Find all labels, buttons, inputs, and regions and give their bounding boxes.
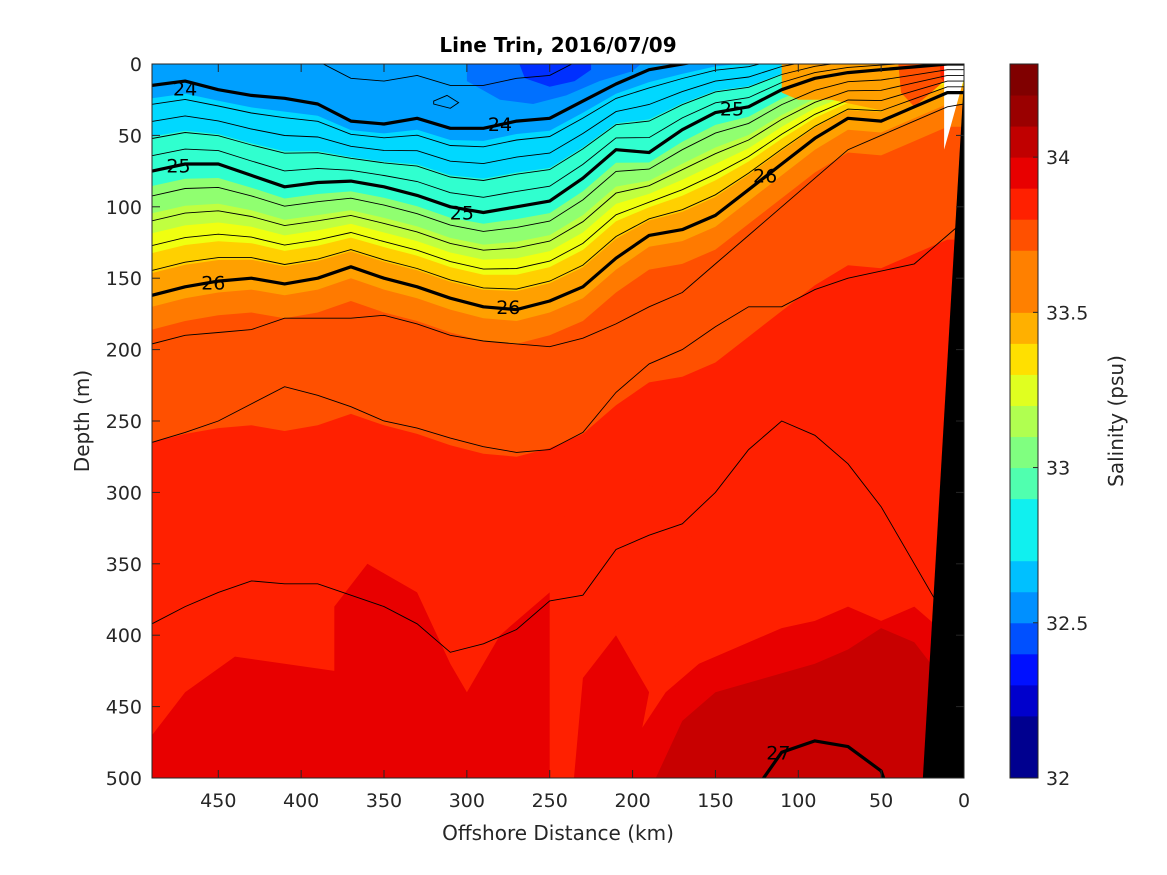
x-tick-label: 350 bbox=[366, 790, 402, 812]
contour-label: 27 bbox=[766, 742, 790, 764]
contour-label: 25 bbox=[450, 203, 474, 225]
colorbar-segment bbox=[1010, 126, 1038, 158]
bottom-topography bbox=[922, 64, 964, 778]
colorbar-segment bbox=[1010, 250, 1038, 282]
topography-fill bbox=[922, 78, 964, 778]
y-tick-label: 100 bbox=[106, 197, 142, 219]
y-axis: 0 50 100 150 200 250 300 350 400 450 500 bbox=[106, 54, 964, 790]
density-contour-24.6 bbox=[152, 64, 835, 181]
x-axis-label: Offshore Distance (km) bbox=[442, 821, 674, 845]
density-contour-26 bbox=[152, 91, 964, 312]
colorbar-segment bbox=[1010, 405, 1038, 438]
contour-label: 25 bbox=[166, 155, 190, 177]
colorbar-segment bbox=[1010, 746, 1038, 779]
density-contour-25 bbox=[152, 64, 964, 215]
salinity-band-33.95-patch bbox=[549, 471, 699, 778]
colorbar-segment bbox=[1010, 715, 1038, 748]
y-tick-label: 150 bbox=[106, 268, 142, 290]
density-contour-closed bbox=[433, 94, 460, 109]
colorbar-segment bbox=[1010, 64, 1038, 96]
y-tick-label: 400 bbox=[106, 625, 142, 647]
colorbar-frame bbox=[1009, 63, 1039, 779]
density-contours-major bbox=[152, 64, 964, 778]
colorbar-label: Salinity (psu) bbox=[1104, 355, 1128, 487]
colorbar-segment bbox=[1010, 498, 1038, 531]
colorbar-segment bbox=[1010, 436, 1038, 469]
salinity-band-coastal-33.85 bbox=[898, 64, 948, 107]
colorbar-segment bbox=[1010, 560, 1038, 593]
y-tick-label: 350 bbox=[106, 554, 142, 576]
density-contour-24 bbox=[152, 64, 692, 130]
y-tick-label: 200 bbox=[106, 340, 142, 362]
x-axis: 450 400 350 300 250 200 150 100 50 0 bbox=[200, 64, 970, 812]
colorbar-tick-label: 33 bbox=[1046, 458, 1070, 480]
density-contour-24.4 bbox=[152, 64, 798, 165]
density-contour-24.2 bbox=[152, 64, 762, 148]
contour-label: 24 bbox=[488, 114, 512, 136]
y-tick-label: 250 bbox=[106, 411, 142, 433]
plot-area: 24 24 25 25 25 26 26 26 27 bbox=[152, 64, 964, 778]
density-contour-26.6 bbox=[152, 420, 964, 664]
colorbar-segment bbox=[1010, 157, 1038, 189]
x-tick-label: 100 bbox=[780, 790, 816, 812]
salinity-fill bbox=[152, 64, 964, 778]
y-tick-label: 300 bbox=[106, 482, 142, 504]
colorbar: 32 32.5 33 33.5 34 bbox=[1009, 63, 1088, 790]
density-contour-25.8 bbox=[152, 86, 964, 290]
colorbar-segment bbox=[1010, 622, 1038, 655]
y-axis-label: Depth (m) bbox=[70, 370, 94, 472]
colorbar-segment bbox=[1010, 95, 1038, 127]
colorbar-segment bbox=[1010, 312, 1038, 344]
colorbar-segment bbox=[1010, 188, 1038, 220]
x-tick-label: 0 bbox=[958, 790, 970, 812]
salinity-band-32.25 bbox=[519, 64, 592, 87]
contour-labels: 24 24 25 25 25 26 26 26 27 bbox=[166, 78, 790, 764]
colorbar-segment bbox=[1010, 467, 1038, 500]
density-contours-minor bbox=[152, 64, 964, 664]
y-tick-label: 500 bbox=[106, 768, 142, 790]
x-tick-label: 300 bbox=[449, 790, 485, 812]
y-tick-label: 450 bbox=[106, 697, 142, 719]
density-contour-26.4 bbox=[152, 220, 964, 453]
density-contour-23.8 bbox=[322, 64, 573, 86]
x-tick-label: 150 bbox=[697, 790, 733, 812]
contour-label: 25 bbox=[720, 98, 744, 120]
x-tick-label: 450 bbox=[200, 790, 236, 812]
colorbar-segment bbox=[1010, 684, 1038, 717]
colorbar-segment bbox=[1010, 529, 1038, 562]
y-tick-label: 0 bbox=[130, 54, 142, 76]
colorbar-tick-label: 32.5 bbox=[1046, 613, 1088, 635]
colorbar-segment bbox=[1010, 653, 1038, 686]
density-contour-27 bbox=[761, 739, 886, 778]
contour-label: 26 bbox=[201, 272, 225, 294]
y-tick-label: 50 bbox=[118, 125, 142, 147]
density-contour-25.2 bbox=[152, 69, 964, 232]
colorbar-segment bbox=[1010, 343, 1038, 375]
salinity-band-34.15 bbox=[655, 628, 931, 778]
colorbar-segment bbox=[1010, 219, 1038, 251]
contour-label: 24 bbox=[173, 78, 197, 100]
x-tick-label: 50 bbox=[869, 790, 893, 812]
colorbar-tick-label: 34 bbox=[1046, 147, 1070, 169]
density-contour-24.8 bbox=[152, 64, 903, 198]
x-tick-label: 250 bbox=[532, 790, 568, 812]
chart-title: Line Trin, 2016/07/09 bbox=[439, 33, 676, 57]
colorbar-tick-label: 33.5 bbox=[1046, 302, 1088, 324]
colorbar-segment bbox=[1010, 281, 1038, 313]
density-contour-26.2 bbox=[152, 103, 964, 348]
contour-label: 26 bbox=[496, 297, 520, 319]
x-tick-label: 200 bbox=[614, 790, 650, 812]
contour-label: 26 bbox=[753, 165, 777, 187]
x-tick-label: 400 bbox=[283, 790, 319, 812]
colorbar-segment bbox=[1010, 374, 1038, 406]
density-contour-25.4 bbox=[152, 74, 964, 251]
colorbar-segment bbox=[1010, 591, 1038, 624]
no-data-area bbox=[944, 64, 964, 150]
colorbar-tick-label: 32 bbox=[1046, 768, 1070, 790]
density-contour-25.6 bbox=[152, 80, 964, 270]
